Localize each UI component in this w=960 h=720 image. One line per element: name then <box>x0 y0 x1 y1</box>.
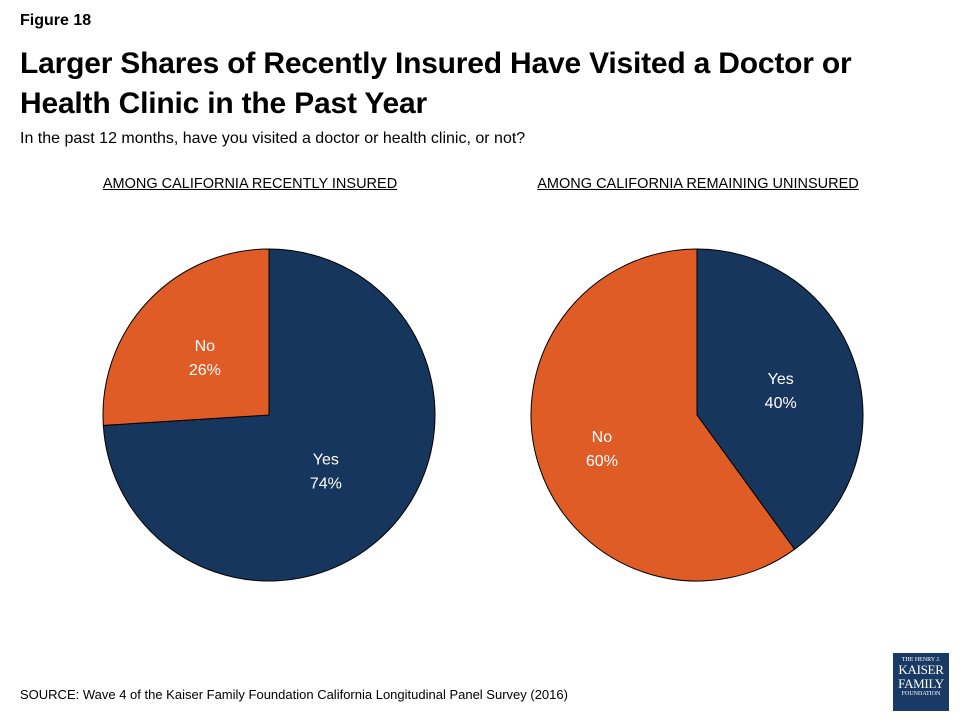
slice-value-yes-recently-insured: 74% <box>310 475 342 492</box>
pie-slice-no-remaining-uninsured <box>530 248 796 582</box>
slice-value-yes-remaining-uninsured: 40% <box>765 395 797 412</box>
kff-logo: THE HENRY J. KAISER FAMILY FOUNDATION <box>893 653 949 711</box>
pie-title-remaining-uninsured: AMONG CALIFORNIA REMAINING UNINSURED <box>537 176 859 192</box>
slice-label-yes-remaining-uninsured: Yes <box>768 371 794 388</box>
pie-chart-remaining-uninsured: Yes 40% No 60% <box>530 248 864 582</box>
slice-value-no-recently-insured: 26% <box>189 362 221 379</box>
pie-chart-recently-insured: Yes 74% No 26% <box>102 248 436 582</box>
chart-subtitle: In the past 12 months, have you visited … <box>20 130 526 147</box>
pie-slice-no-recently-insured <box>102 248 270 426</box>
pie-title-recently-insured: AMONG CALIFORNIA RECENTLY INSURED <box>102 176 398 192</box>
figure-label: Figure 18 <box>20 12 92 29</box>
logo-line-4: FOUNDATION <box>901 691 941 697</box>
logo-line-2: KAISER <box>898 662 944 677</box>
chart-title: Larger Shares of Recently Insured Have V… <box>20 47 852 120</box>
logo-line-1: THE HENRY J. <box>901 657 941 663</box>
slice-label-yes-recently-insured: Yes <box>313 451 339 468</box>
logo-line-3: FAMILY <box>898 676 944 691</box>
slice-label-no-remaining-uninsured: No <box>592 429 613 446</box>
slice-label-no-recently-insured: No <box>195 338 216 355</box>
pie-slice-yes-remaining-uninsured <box>696 248 864 550</box>
slice-value-no-remaining-uninsured: 60% <box>586 453 618 470</box>
source-note: SOURCE: Wave 4 of the Kaiser Family Foun… <box>20 687 568 702</box>
